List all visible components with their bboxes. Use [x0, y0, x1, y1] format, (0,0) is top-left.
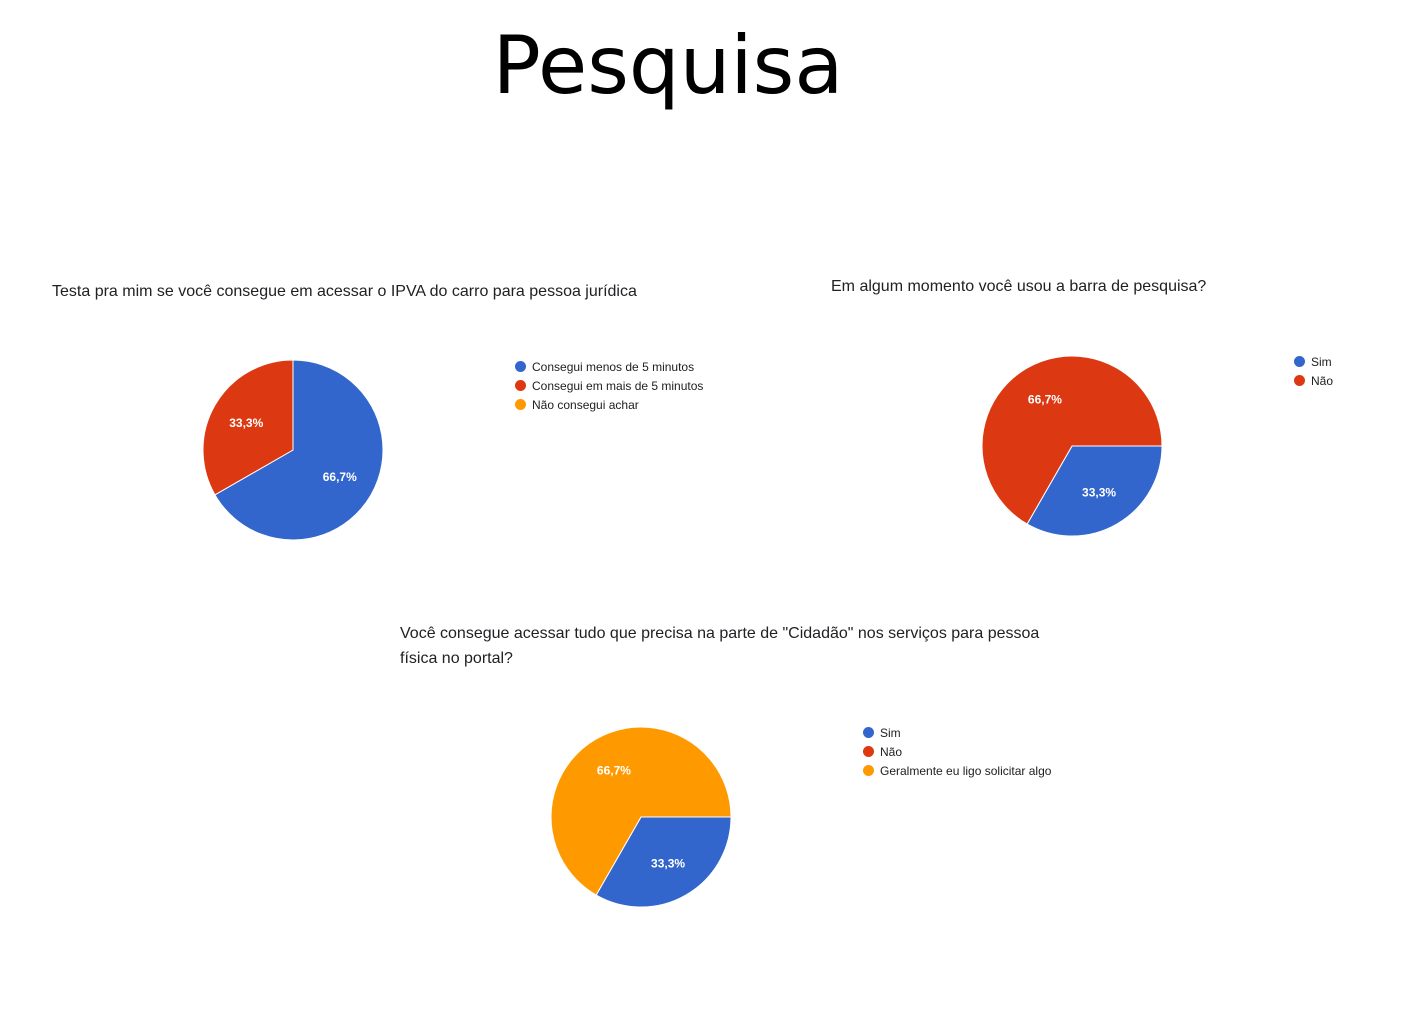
legend-label: Sim: [1311, 354, 1332, 369]
legend-label: Não consegui achar: [532, 397, 639, 412]
legend-item: Não: [863, 742, 1051, 761]
legend-label: Consegui menos de 5 minutos: [532, 359, 695, 374]
page-title: Pesquisa: [492, 19, 844, 112]
pie-slice-1: [214, 359, 384, 541]
slice-label-2: 66,7%: [1028, 392, 1062, 406]
legend-swatch: [1294, 375, 1305, 386]
slice-label-1: 66,7%: [323, 470, 357, 484]
legend-label: Não: [1311, 373, 1334, 388]
legend-swatch: [863, 746, 874, 757]
slice-label-2: 33,3%: [229, 416, 263, 430]
slice-label-1: 33,3%: [651, 857, 685, 871]
legend-swatch: [515, 399, 526, 410]
chart-3-title: Você consegue acessar tudo que precisa n…: [400, 625, 1040, 667]
chart-1-title: Testa pra mim se você consegue em acessa…: [52, 283, 637, 300]
chart-1-legend: Consegui menos de 5 minutos Consegui em m…: [515, 357, 703, 414]
legend-swatch: [863, 765, 874, 776]
chart-3-legend: Sim Não Geralmente eu ligo solicitar algo: [863, 723, 1051, 780]
legend-item: Consegui em mais de 5 minutos: [515, 376, 703, 395]
legend-item: Sim: [863, 723, 1051, 742]
legend-label: Não: [880, 744, 903, 759]
pie-slice-2: [202, 359, 294, 496]
chart-2-legend: Sim Não: [1294, 352, 1333, 390]
pie-slice-1: [1026, 445, 1163, 537]
pie-slice-1: [595, 816, 732, 908]
slice-label-1: 33,3%: [1082, 486, 1116, 500]
legend-label: Sim: [880, 725, 901, 740]
legend-item: Sim: [1294, 352, 1333, 371]
legend-swatch: [515, 361, 526, 372]
slice-label-3: 66,7%: [597, 763, 631, 777]
pie-slice-2: [981, 355, 1163, 525]
legend-item: Não consegui achar: [515, 395, 703, 414]
legend-label: Geralmente eu ligo solicitar algo: [880, 763, 1052, 778]
legend-label: Consegui em mais de 5 minutos: [532, 378, 704, 393]
chart-2-title: Em algum momento você usou a barra de pe…: [831, 278, 1207, 295]
legend-swatch: [863, 727, 874, 738]
legend-item: Não: [1294, 371, 1333, 390]
legend-item: Consegui menos de 5 minutos: [515, 357, 703, 376]
pie-slice-3: [550, 726, 732, 896]
legend-swatch: [515, 380, 526, 391]
legend-swatch: [1294, 356, 1305, 367]
legend-item: Geralmente eu ligo solicitar algo: [863, 761, 1051, 780]
